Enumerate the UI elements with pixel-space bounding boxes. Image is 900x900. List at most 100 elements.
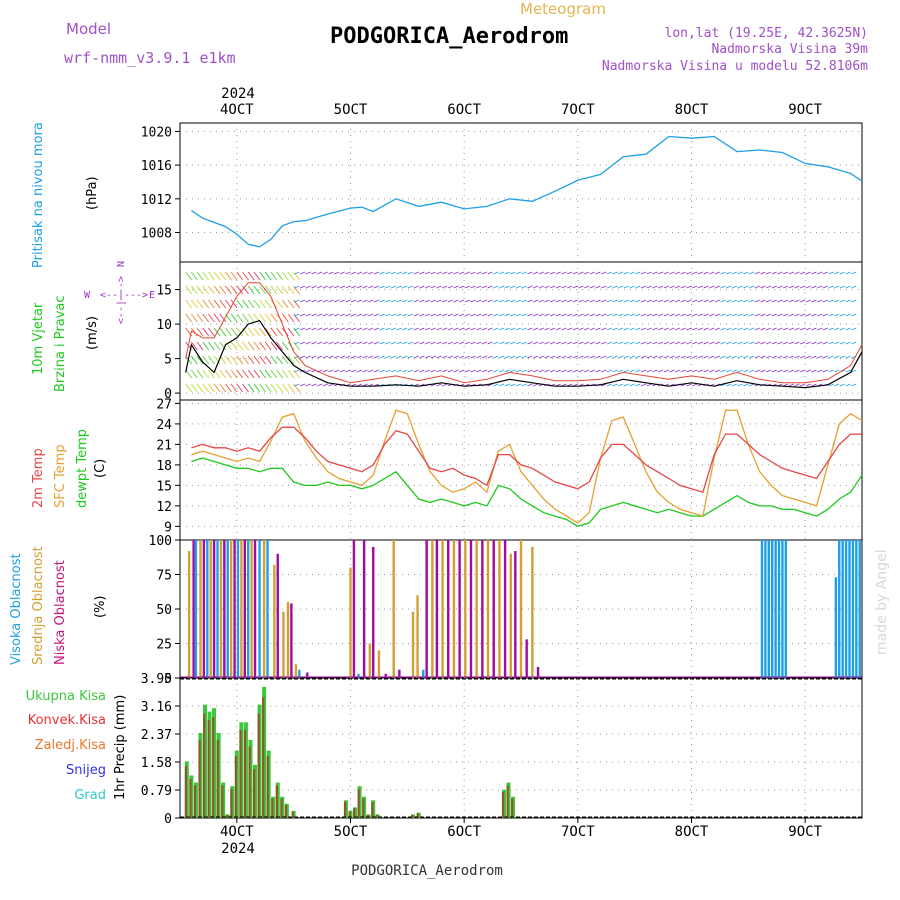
wind-arrow xyxy=(424,355,431,359)
cloud-bar xyxy=(777,540,781,678)
wind-arrow xyxy=(351,285,357,289)
wind-arrow xyxy=(635,299,641,303)
wind-arrow xyxy=(333,299,340,303)
wind-arrow xyxy=(669,313,675,317)
wind-arrow xyxy=(697,271,704,275)
wind-arrow xyxy=(811,355,817,359)
wind-arrow xyxy=(447,327,453,331)
y-tick-label: 0 xyxy=(164,387,172,402)
wind-arrow xyxy=(720,313,726,317)
wind-arrow xyxy=(674,299,681,303)
wind-arrow xyxy=(407,299,414,303)
wind-arrow xyxy=(322,355,328,359)
wind-arrow xyxy=(339,341,345,345)
y-tick-label: 18 xyxy=(156,459,172,474)
wind-arrow xyxy=(379,313,385,317)
wind-arrow xyxy=(368,285,374,289)
wind-arrow xyxy=(544,327,550,331)
wind-arrow xyxy=(726,327,732,331)
wind-arrow xyxy=(777,327,783,331)
wind-arrow xyxy=(782,271,789,275)
wind-arrow xyxy=(527,271,533,275)
wind-arrow xyxy=(726,299,732,303)
wind-arrow xyxy=(379,285,385,289)
wind-arrow xyxy=(419,355,425,359)
wind-arrow xyxy=(777,271,783,275)
wind-arrow xyxy=(208,369,215,379)
wind-arrow xyxy=(281,313,289,323)
cloud-bar xyxy=(368,643,372,678)
precip-bar-conv xyxy=(230,788,233,818)
wind-arrow xyxy=(470,327,476,331)
wind-arrow xyxy=(413,355,419,359)
wind-arrow xyxy=(368,313,374,317)
wind-arrow xyxy=(817,271,823,275)
wind-arrow xyxy=(276,369,283,379)
wind-arrow xyxy=(276,299,283,309)
wind-arrows xyxy=(185,271,857,393)
wind-arrow xyxy=(839,327,846,331)
wind-arrow xyxy=(828,355,834,359)
wind-speed-line xyxy=(185,319,863,389)
wind-arrow xyxy=(316,271,323,275)
wind-arrow xyxy=(748,341,755,345)
wind-arrow xyxy=(402,299,408,303)
y-tick-label: 5 xyxy=(164,353,172,368)
wind-arrow xyxy=(281,383,289,393)
wind-legend-e: E xyxy=(149,290,155,301)
wind-arrow xyxy=(407,313,414,317)
wind-arrow xyxy=(777,313,783,317)
wind-arrow xyxy=(555,299,561,303)
wind-arrow xyxy=(754,313,760,317)
wind-arrow xyxy=(356,285,363,289)
wind-arrow xyxy=(839,383,846,387)
cloud-bar xyxy=(286,602,290,678)
cloud-bar xyxy=(216,540,219,678)
wind-arrow xyxy=(385,299,391,303)
cloud-bar xyxy=(469,540,473,678)
wind-arrow xyxy=(572,369,579,373)
wind-arrow xyxy=(726,369,732,373)
wind-arrow xyxy=(294,313,300,317)
wind-arrow xyxy=(351,369,357,373)
wind-arrow xyxy=(709,355,715,359)
wind-arrow xyxy=(657,299,664,303)
wind-arrow xyxy=(714,299,721,303)
wind-arrow xyxy=(743,369,749,373)
wind-arrow xyxy=(845,327,851,331)
panel-frame xyxy=(179,399,863,541)
wind-arrow xyxy=(521,369,527,373)
cloud-bar xyxy=(250,540,253,678)
wind-arrow xyxy=(208,383,215,393)
wind-arrow xyxy=(584,327,590,331)
wind-arrow xyxy=(276,327,283,337)
wind-arrow xyxy=(623,355,630,359)
wind-arrow xyxy=(595,327,601,331)
wind-arrow xyxy=(493,341,499,345)
wind-arrow xyxy=(799,383,806,387)
pressure-title: Pritisak na nivou mora xyxy=(31,122,46,268)
wind-arrow xyxy=(441,341,448,345)
wind-arrow xyxy=(481,313,488,317)
wind-arrow xyxy=(293,271,301,281)
wind-arrow xyxy=(402,341,408,345)
wind-arrow xyxy=(697,285,704,289)
wind-arrow xyxy=(339,313,345,317)
wind-arrow xyxy=(390,285,397,289)
wind-arrow xyxy=(578,369,584,373)
wind-arrow xyxy=(362,271,368,275)
wind-arrow xyxy=(686,341,692,345)
wind-arrow xyxy=(339,285,345,289)
wind-arrow xyxy=(748,355,755,359)
wind-arrow xyxy=(760,327,766,331)
precip-bar-conv xyxy=(257,713,260,818)
wind-arrow xyxy=(481,299,488,303)
wind-arrow xyxy=(213,271,221,281)
wind-arrow xyxy=(242,271,249,281)
wind-arrow xyxy=(799,369,806,373)
wind-arrow xyxy=(606,341,613,345)
cloud-bar xyxy=(464,540,467,678)
wind-arrow xyxy=(225,355,232,365)
wind-arrow xyxy=(202,285,210,295)
y-tick-label: 3.95 xyxy=(141,672,172,687)
